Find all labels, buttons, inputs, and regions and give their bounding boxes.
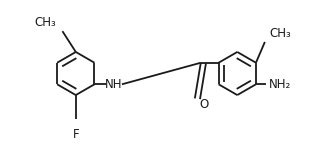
Text: F: F [72, 128, 79, 141]
Text: NH: NH [105, 78, 123, 91]
Text: O: O [199, 98, 208, 111]
Text: CH₃: CH₃ [35, 16, 56, 29]
Text: NH₂: NH₂ [269, 78, 291, 91]
Text: CH₃: CH₃ [269, 27, 291, 39]
